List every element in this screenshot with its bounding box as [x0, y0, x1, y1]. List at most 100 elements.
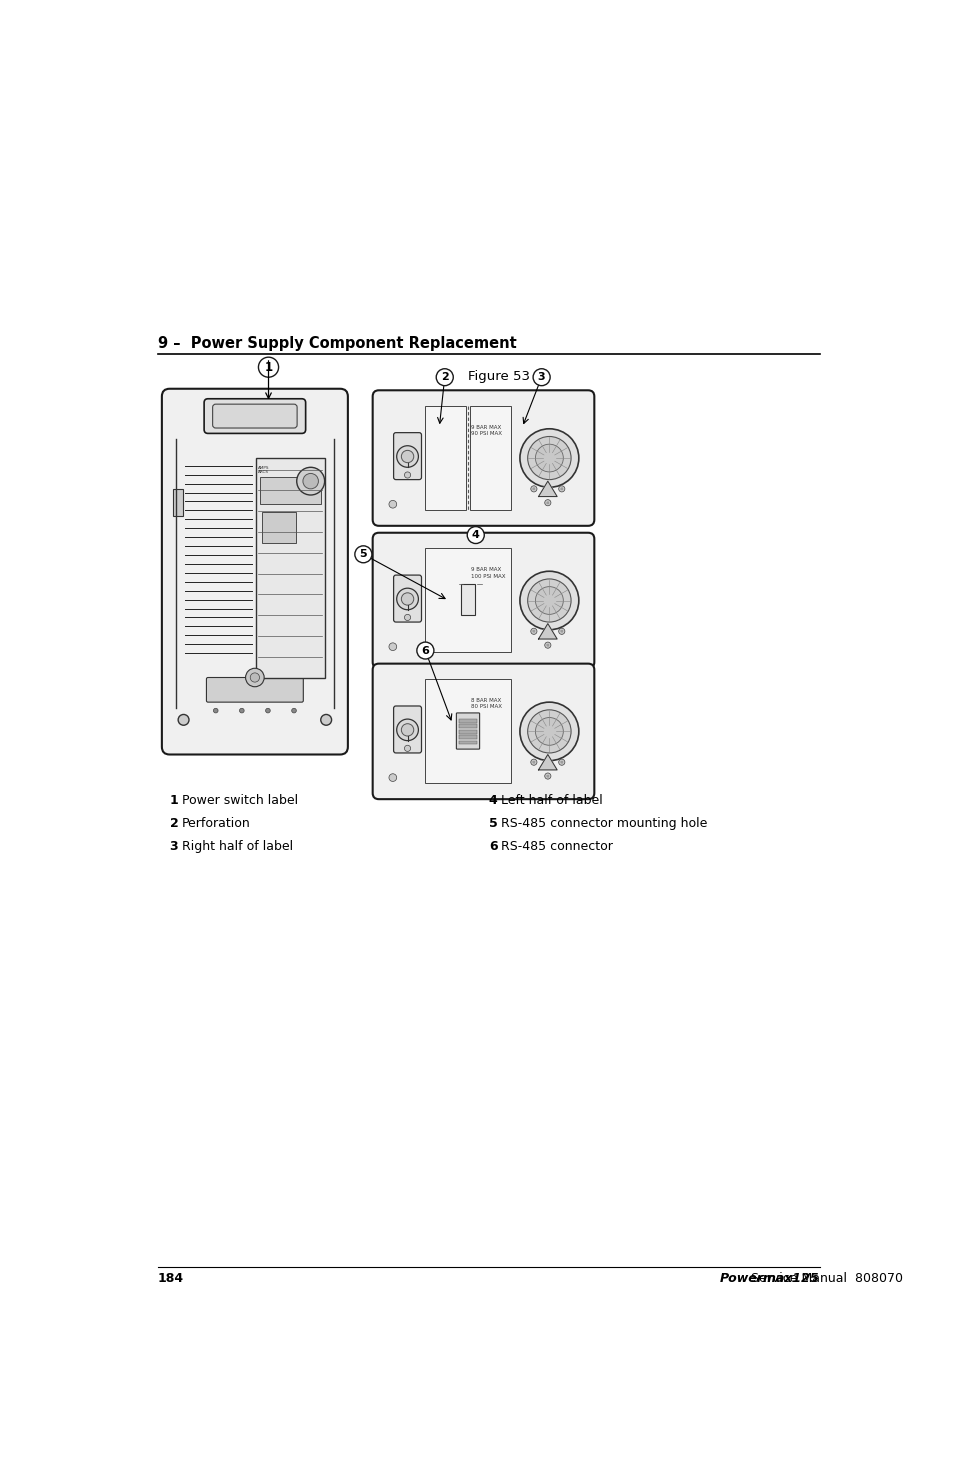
FancyBboxPatch shape: [162, 389, 348, 755]
Circle shape: [544, 642, 550, 648]
Circle shape: [527, 709, 571, 752]
Bar: [255, 459, 324, 677]
Text: 9 –  Power Supply Component Replacement: 9 – Power Supply Component Replacement: [158, 336, 517, 351]
Bar: [469, 406, 510, 510]
Circle shape: [178, 714, 189, 726]
Text: Left half of label: Left half of label: [500, 794, 602, 807]
FancyBboxPatch shape: [206, 677, 303, 702]
Bar: [425, 406, 466, 510]
Bar: [459, 735, 476, 739]
FancyBboxPatch shape: [213, 404, 296, 428]
Bar: [173, 488, 183, 516]
Bar: [425, 678, 510, 783]
Circle shape: [558, 485, 564, 493]
Bar: [459, 740, 476, 745]
Circle shape: [530, 628, 537, 634]
Text: 2: 2: [440, 372, 448, 382]
Text: 5: 5: [488, 817, 497, 830]
Circle shape: [519, 702, 578, 761]
Circle shape: [558, 760, 564, 766]
Text: Power switch label: Power switch label: [182, 794, 298, 807]
Polygon shape: [537, 481, 557, 497]
Circle shape: [404, 615, 410, 621]
Circle shape: [396, 589, 418, 609]
Text: 6: 6: [421, 646, 429, 655]
Circle shape: [396, 445, 418, 468]
FancyBboxPatch shape: [373, 391, 594, 525]
Circle shape: [530, 760, 537, 766]
Circle shape: [396, 720, 418, 740]
Circle shape: [355, 546, 372, 563]
Circle shape: [519, 429, 578, 487]
Circle shape: [303, 473, 318, 488]
Circle shape: [544, 500, 550, 506]
Circle shape: [401, 593, 414, 605]
Text: Perforation: Perforation: [182, 817, 251, 830]
Polygon shape: [537, 624, 557, 639]
Circle shape: [389, 500, 396, 507]
Bar: [460, 584, 475, 615]
Circle shape: [436, 369, 453, 385]
Circle shape: [401, 450, 414, 463]
Circle shape: [519, 571, 578, 630]
Circle shape: [535, 444, 562, 472]
Circle shape: [239, 708, 244, 712]
Text: Service Manual  808070: Service Manual 808070: [746, 1271, 902, 1285]
Bar: [425, 549, 510, 652]
Bar: [459, 720, 476, 723]
Circle shape: [404, 745, 410, 751]
Text: 5: 5: [359, 549, 367, 559]
Circle shape: [265, 708, 270, 712]
Circle shape: [389, 774, 396, 782]
FancyBboxPatch shape: [373, 664, 594, 799]
Circle shape: [544, 773, 550, 779]
Circle shape: [467, 527, 484, 543]
Circle shape: [401, 724, 414, 736]
Text: RS-485 connector: RS-485 connector: [500, 841, 613, 854]
Circle shape: [320, 714, 332, 726]
Text: AMPS
ARCS: AMPS ARCS: [258, 466, 270, 475]
Bar: [459, 730, 476, 733]
Circle shape: [416, 642, 434, 659]
Text: 184: 184: [158, 1271, 184, 1285]
FancyBboxPatch shape: [204, 398, 305, 434]
Text: 6: 6: [488, 841, 497, 854]
FancyBboxPatch shape: [394, 432, 421, 479]
Circle shape: [533, 369, 550, 385]
Text: 3: 3: [537, 372, 545, 382]
Polygon shape: [537, 755, 557, 770]
Circle shape: [527, 437, 571, 479]
Circle shape: [404, 472, 410, 478]
Text: Powermax125: Powermax125: [720, 1271, 819, 1285]
Text: 4: 4: [488, 794, 497, 807]
FancyBboxPatch shape: [373, 532, 594, 668]
Text: 8 BAR MAX
80 PSI MAX: 8 BAR MAX 80 PSI MAX: [471, 698, 501, 709]
Text: 9 BAR MAX
90 PSI MAX: 9 BAR MAX 90 PSI MAX: [471, 425, 501, 437]
Circle shape: [245, 668, 264, 687]
Text: 3: 3: [170, 841, 178, 854]
Text: 1: 1: [170, 794, 178, 807]
Circle shape: [527, 580, 571, 622]
Circle shape: [213, 708, 218, 712]
Text: Figure 53: Figure 53: [468, 370, 530, 384]
Text: 2: 2: [170, 817, 178, 830]
Text: 9 BAR MAX
100 PSI MAX: 9 BAR MAX 100 PSI MAX: [471, 568, 505, 578]
Circle shape: [558, 628, 564, 634]
Bar: [259, 478, 320, 504]
Circle shape: [535, 717, 562, 745]
Text: Right half of label: Right half of label: [182, 841, 293, 854]
Text: 1: 1: [264, 361, 273, 373]
Text: 4: 4: [472, 530, 479, 540]
FancyBboxPatch shape: [456, 712, 479, 749]
FancyBboxPatch shape: [394, 575, 421, 622]
Circle shape: [530, 485, 537, 493]
FancyBboxPatch shape: [394, 707, 421, 752]
Circle shape: [535, 587, 562, 615]
Bar: [459, 724, 476, 729]
Circle shape: [292, 708, 296, 712]
Circle shape: [250, 673, 259, 681]
Circle shape: [389, 643, 396, 650]
Circle shape: [258, 357, 278, 378]
Circle shape: [296, 468, 324, 496]
Text: RS-485 connector mounting hole: RS-485 connector mounting hole: [500, 817, 707, 830]
